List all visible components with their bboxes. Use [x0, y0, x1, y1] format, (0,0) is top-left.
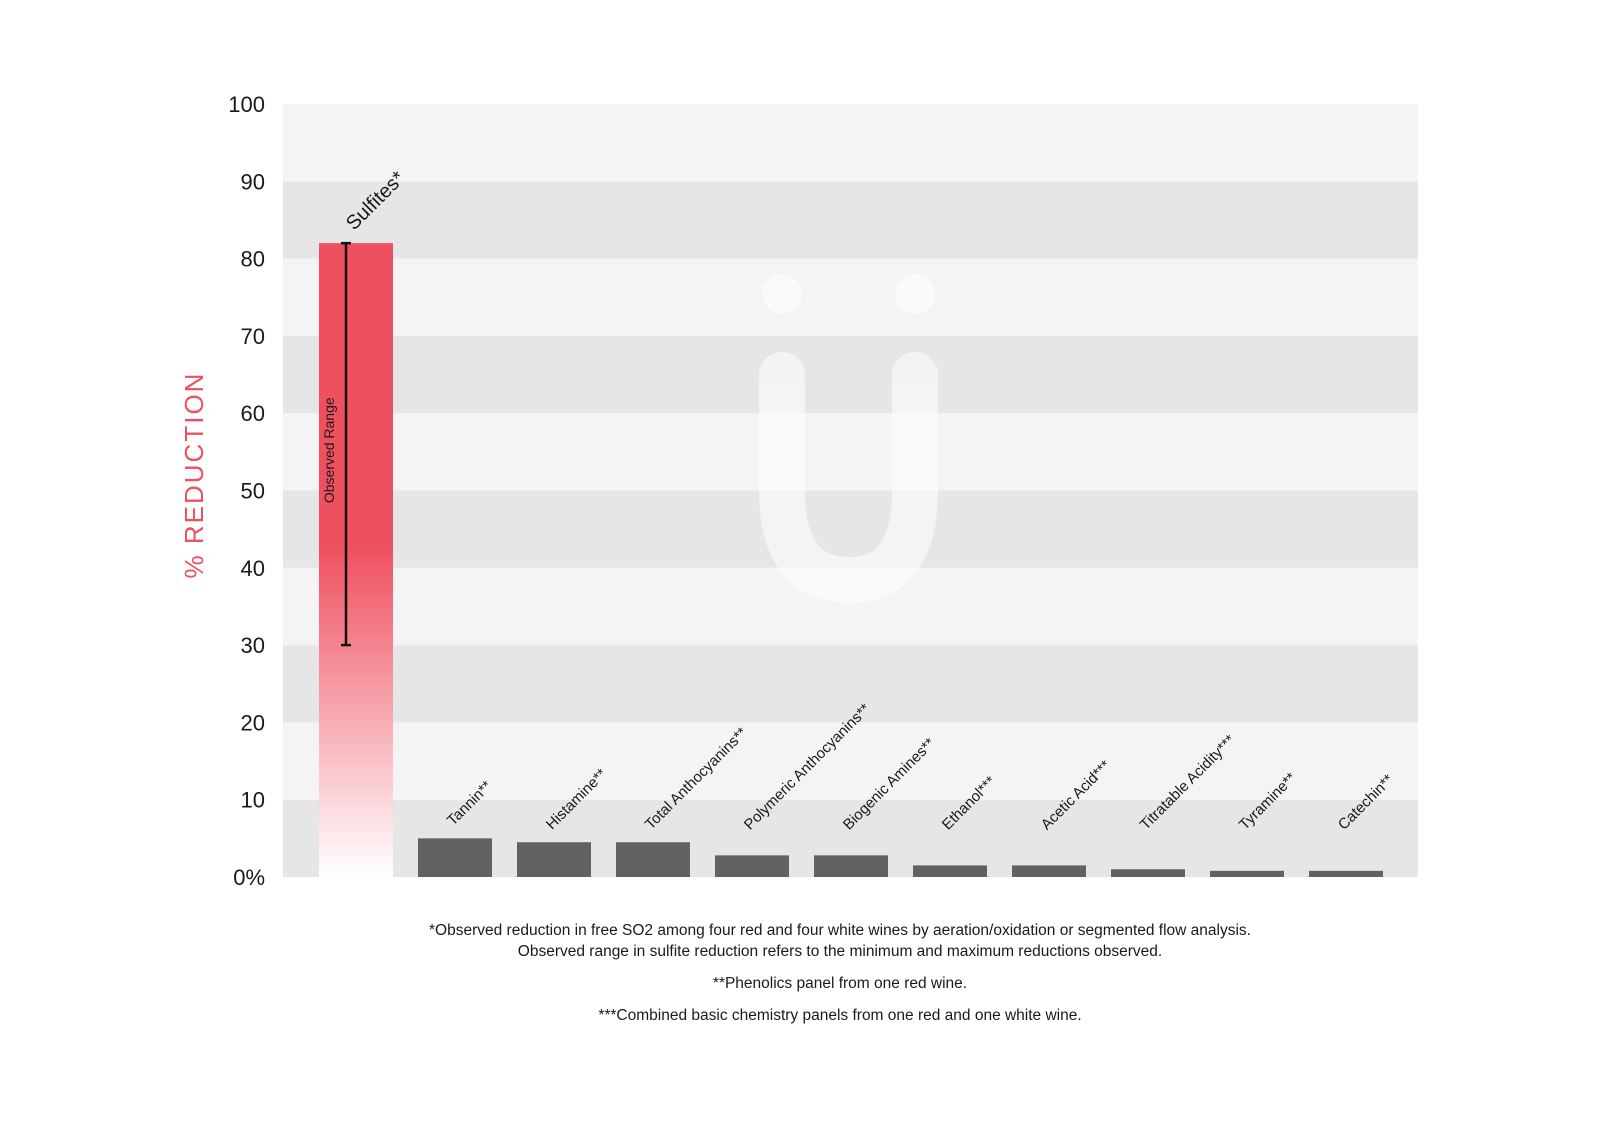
bar: [1309, 870, 1383, 877]
y-tick-label: 100: [228, 92, 265, 117]
footnote-2: **Phenolics panel from one red wine.: [712, 975, 968, 992]
bar: [1210, 870, 1284, 877]
bar: [616, 842, 690, 877]
bar: [814, 855, 888, 877]
y-tick-label: 50: [241, 479, 265, 504]
bar-sulfites: [319, 243, 393, 877]
footnotes: *Observed reduction in free SO2 among fo…: [240, 920, 1440, 1037]
grid-band: [283, 645, 1418, 723]
bars: [319, 243, 1383, 877]
bar: [418, 838, 492, 877]
bar: [517, 842, 591, 877]
observed-range-label: Observed Range: [321, 397, 337, 503]
bar: [715, 855, 789, 877]
y-tick-label: 20: [241, 710, 265, 735]
y-tick-label: 30: [241, 633, 265, 658]
grid-band: [283, 722, 1418, 800]
y-tick-label: 70: [241, 324, 265, 349]
grid-band: [283, 413, 1418, 491]
y-tick-label: 0%: [233, 865, 265, 890]
y-tick-label: 60: [241, 401, 265, 426]
bar: [913, 865, 987, 877]
bar: [1111, 869, 1185, 877]
bar: [1012, 865, 1086, 877]
y-tick-label: 90: [241, 169, 265, 194]
plot-background-bands: [283, 104, 1418, 877]
grid-band: [283, 490, 1418, 568]
grid-band: [283, 104, 1418, 182]
y-tick-label: 80: [241, 247, 265, 272]
y-tick-label: 40: [241, 556, 265, 581]
footnote-3: ***Combined basic chemistry panels from …: [598, 1007, 1082, 1024]
y-tick-label: 10: [241, 788, 265, 813]
u-umlaut-logo-icon: [759, 274, 938, 604]
observed-range-error-bar: Observed Range: [321, 241, 351, 647]
grid-band: [283, 181, 1418, 259]
y-axis-label: % REDUCTION: [179, 372, 209, 579]
footnote-1b: Observed range in sulfite reduction refe…: [517, 943, 1163, 960]
grid-band: [283, 258, 1418, 336]
footnote-1: *Observed reduction in free SO2 among fo…: [429, 922, 1251, 939]
grid-band: [283, 335, 1418, 414]
y-axis-ticks: 0% 10 20 30 40 50 60 70 80 90 100: [228, 92, 265, 890]
